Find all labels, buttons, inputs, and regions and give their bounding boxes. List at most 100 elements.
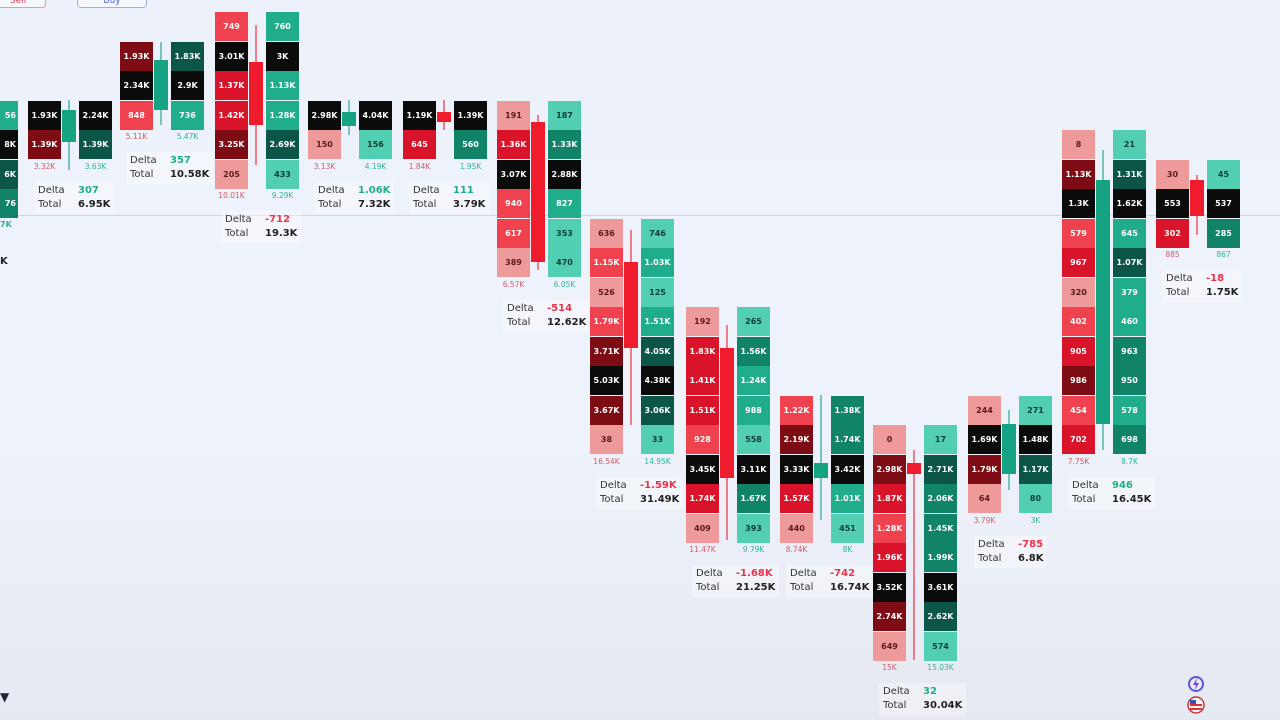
bid-volume-cell: 1.36K xyxy=(497,130,530,159)
ask-volume-cell: 2.88K xyxy=(548,159,581,189)
bid-volume-cell: 3.01K xyxy=(215,41,248,71)
ask-total-label: 9.79K xyxy=(742,545,765,554)
bid-volume-cell: 986 xyxy=(1062,366,1095,395)
ask-volume-cell: 393 xyxy=(737,513,770,543)
delta-label: Delta xyxy=(413,184,440,196)
lightning-sync-icon[interactable] xyxy=(1186,674,1206,694)
candle-body[interactable] xyxy=(342,112,356,126)
delta-summary: Delta -18 Total 1.75K xyxy=(1162,270,1243,302)
candle-body[interactable] xyxy=(249,62,263,125)
bid-volume-cell: 1.93K xyxy=(120,41,153,71)
total-label: Total xyxy=(696,582,720,593)
bid-volume-cell: 205 xyxy=(215,159,248,189)
ask-volume-cell: 8K xyxy=(0,130,18,159)
bid-volume-cell: 1.74K xyxy=(686,484,719,513)
bid-volume-cell: 191 xyxy=(497,100,530,130)
candle-body[interactable] xyxy=(62,110,76,142)
total-value: 21.25K xyxy=(736,582,776,593)
ask-volume-cell: 645 xyxy=(1113,218,1146,248)
delta-summary: Delta -742 Total 16.74K xyxy=(786,565,874,597)
delta-summary: Delta 32 Total 30.04K xyxy=(879,683,967,715)
bid-total-label: 7.75K xyxy=(1067,456,1090,466)
ask-volume-cell: 3K xyxy=(266,41,299,71)
delta-value: 32 xyxy=(923,686,937,697)
ask-volume-cell: 1.39K xyxy=(454,100,487,130)
bid-volume-cell: 579 xyxy=(1062,218,1095,248)
candle-body[interactable] xyxy=(1190,180,1204,216)
candle-wick xyxy=(913,450,915,660)
candle-body[interactable] xyxy=(720,348,734,478)
delta-label: Delta xyxy=(790,568,817,579)
ask-volume-cell: 2.62K xyxy=(924,602,957,631)
ask-volume-cell: 379 xyxy=(1113,277,1146,307)
ask-volume-cell: 1.17K xyxy=(1019,454,1052,484)
delta-label: Delta xyxy=(507,302,534,314)
total-label: Total xyxy=(790,582,814,593)
ask-total-label: 6.05K xyxy=(553,279,576,289)
candle-body[interactable] xyxy=(531,122,545,262)
ask-total-label: 15.03K xyxy=(927,663,954,672)
ask-volume-cell: 265 xyxy=(737,307,770,336)
ask-volume-cell: 21 xyxy=(1113,130,1146,159)
total-value: K xyxy=(0,256,8,267)
candle-body[interactable] xyxy=(624,262,638,348)
bid-total-label: 8.74K xyxy=(785,545,808,554)
bid-total-label: 15K xyxy=(882,663,897,672)
delta-summary: Delta 946 Total 16.45K xyxy=(1068,476,1156,509)
total-value: 7.32K xyxy=(358,198,391,210)
bid-volume-cell: 320 xyxy=(1062,277,1095,307)
total-label: Total xyxy=(130,169,154,180)
candle-body[interactable] xyxy=(907,463,921,474)
delta-value: 307 xyxy=(78,184,99,196)
candle-body[interactable] xyxy=(1096,180,1110,424)
ask-total-label: 1.95K xyxy=(459,161,482,171)
ask-volume-cell: 125 xyxy=(641,277,674,307)
total-value: 1.75K xyxy=(1206,287,1239,298)
sell-button[interactable]: Sell xyxy=(0,0,46,8)
bid-volume-cell: 3.33K xyxy=(780,454,813,484)
ask-volume-cell: 3.06K xyxy=(641,395,674,425)
bid-volume-cell: 409 xyxy=(686,513,719,543)
candle-body[interactable] xyxy=(1002,424,1016,474)
total-label: Total xyxy=(507,316,531,328)
bid-total-label: 3.32K xyxy=(33,161,56,171)
delta-value: -1.68K xyxy=(736,568,773,579)
ask-volume-cell: 2.9K xyxy=(171,71,204,100)
bid-volume-cell: 244 xyxy=(968,395,1001,425)
candle-body[interactable] xyxy=(154,60,168,110)
ask-total-label: 7K xyxy=(0,220,12,229)
ask-volume-cell: 1.38K xyxy=(831,395,864,425)
ask-volume-cell: 271 xyxy=(1019,395,1052,425)
ask-volume-cell: 2.71K xyxy=(924,454,957,484)
delta-value: -18 xyxy=(1206,273,1225,284)
bid-volume-cell: 0 xyxy=(873,425,906,454)
ask-volume-cell: 156 xyxy=(359,130,392,159)
ask-volume-cell: 1.48K xyxy=(1019,425,1052,454)
ask-total-label: 3.63K xyxy=(84,161,107,171)
total-label: Total xyxy=(318,198,342,210)
ask-volume-cell: 760 xyxy=(266,12,299,41)
buy-button[interactable]: Buy xyxy=(77,0,147,8)
delta-value: -742 xyxy=(830,568,856,579)
bid-volume-cell: 1.22K xyxy=(780,395,813,425)
ask-total-label: 8K xyxy=(842,545,853,554)
arrow-down-icon[interactable]: ▼ xyxy=(0,690,10,704)
ask-volume-cell: 3.11K xyxy=(737,454,770,484)
bid-volume-cell: 1.13K xyxy=(1062,159,1095,189)
total-label: Total xyxy=(413,198,437,210)
candle-body[interactable] xyxy=(437,112,451,122)
delta-summary: Delta 1.06K Total 7.32K xyxy=(314,181,395,214)
bid-volume-cell: 1.93K xyxy=(28,100,61,130)
candle-body[interactable] xyxy=(814,463,828,478)
delta-summary: Delta 307 Total 6.95K xyxy=(34,181,115,214)
ask-volume-cell: 1.28K xyxy=(266,100,299,130)
us-flag-icon[interactable] xyxy=(1187,696,1205,714)
delta-value: 111 xyxy=(453,184,474,196)
bid-volume-cell: 928 xyxy=(686,425,719,454)
ask-total-label: 3K xyxy=(1030,515,1041,525)
total-label: Total xyxy=(225,228,249,239)
total-label: Total xyxy=(600,493,624,505)
ask-volume-cell: 1.51K xyxy=(641,307,674,336)
ask-volume-cell: 80 xyxy=(1019,484,1052,513)
